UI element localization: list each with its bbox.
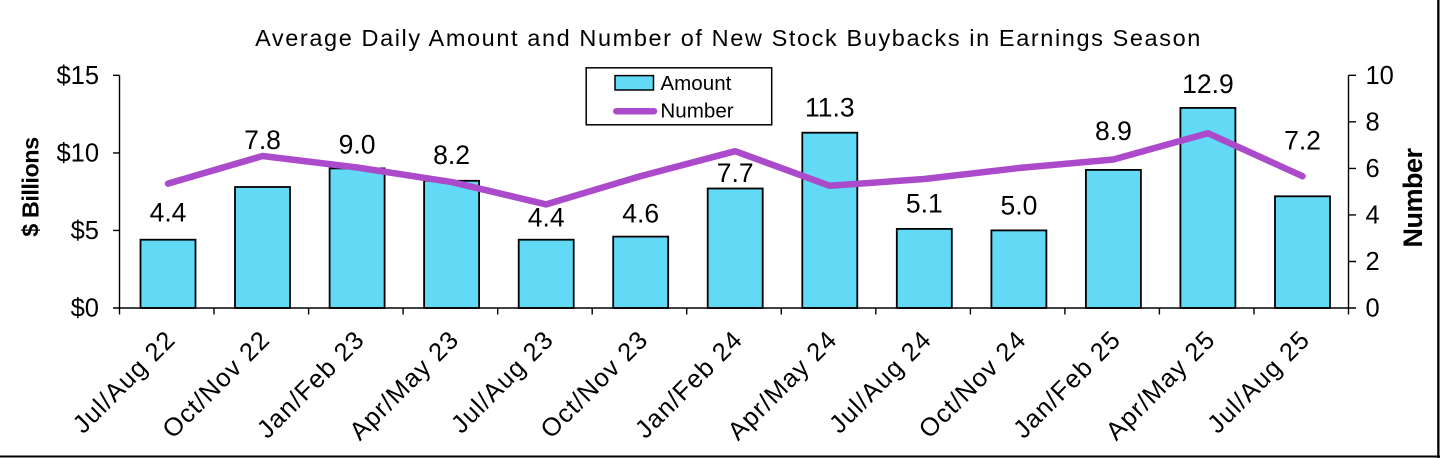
svg-text:$0: $0 — [71, 295, 99, 323]
svg-text:0: 0 — [1366, 295, 1380, 323]
svg-text:6: 6 — [1366, 155, 1380, 183]
svg-text:9.0: 9.0 — [339, 130, 376, 160]
svg-text:7.8: 7.8 — [244, 125, 281, 155]
svg-text:10: 10 — [1366, 62, 1394, 90]
svg-text:4: 4 — [1366, 202, 1380, 230]
svg-text:4.4: 4.4 — [150, 197, 187, 227]
svg-text:Number: Number — [660, 100, 733, 123]
svg-text:5.0: 5.0 — [1000, 191, 1037, 221]
svg-text:Amount: Amount — [660, 72, 731, 95]
svg-text:4.6: 4.6 — [622, 198, 659, 228]
svg-text:8.2: 8.2 — [433, 140, 470, 170]
svg-text:Average Daily Amount and Numbe: Average Daily Amount and Number of New S… — [255, 25, 1202, 51]
svg-text:$15: $15 — [56, 62, 99, 90]
svg-text:8.9: 8.9 — [1095, 116, 1132, 146]
svg-text:$ Billions: $ Billions — [18, 137, 44, 237]
svg-text:4.4: 4.4 — [528, 203, 565, 233]
svg-text:11.3: 11.3 — [805, 93, 855, 123]
svg-text:Jul/Aug 25: Jul/Aug 25 — [1202, 325, 1316, 439]
svg-text:7.7: 7.7 — [717, 158, 754, 188]
svg-text:7.2: 7.2 — [1284, 126, 1321, 156]
svg-text:2: 2 — [1366, 248, 1380, 276]
svg-text:5.1: 5.1 — [906, 188, 943, 218]
svg-text:8: 8 — [1366, 109, 1380, 137]
svg-text:$5: $5 — [71, 217, 99, 245]
svg-text:Number: Number — [1398, 148, 1428, 248]
svg-text:$10: $10 — [56, 140, 99, 168]
svg-text:12.9: 12.9 — [1182, 69, 1234, 99]
